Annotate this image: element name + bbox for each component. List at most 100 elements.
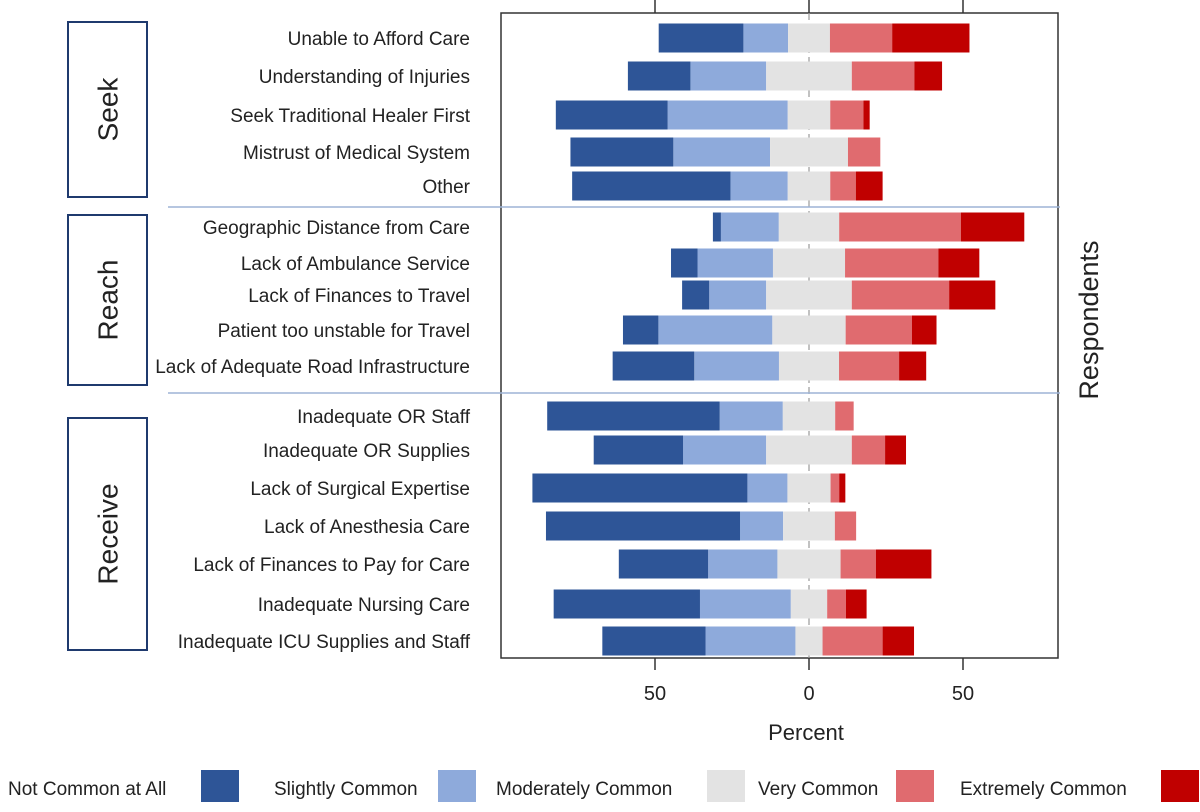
x-tick-label: 50 (644, 683, 666, 705)
bar-mistrust-of-medical-system-very-common (847, 137, 881, 167)
bar-inadequate-icu-supplies-and-staff-not-common-at-all (602, 626, 706, 656)
bar-other-not-common-at-all (572, 171, 731, 201)
bar-lack-of-ambulance-service-very-common (845, 248, 939, 278)
bar-lack-of-finances-to-travel-not-common-at-all (682, 280, 710, 310)
category-label: Unable to Afford Care (288, 29, 470, 50)
bar-patient-too-unstable-for-travel-very-common (845, 315, 912, 345)
legend-label-extremely-common: Extremely Common (960, 779, 1127, 800)
bar-other-moderately-common (787, 171, 831, 201)
bar-inadequate-nursing-care-very-common (827, 589, 846, 619)
bar-understanding-of-injuries-extremely-common (914, 61, 943, 91)
bar-mistrust-of-medical-system-not-common-at-all (570, 137, 674, 167)
group-label: Receive (93, 483, 124, 584)
bar-lack-of-adequate-road-infrastructure-very-common (839, 351, 900, 381)
bar-inadequate-or-supplies-slightly-common (683, 435, 767, 465)
bar-inadequate-or-staff-slightly-common (719, 401, 783, 431)
group-box-seek (67, 21, 148, 198)
group-label: Seek (93, 77, 124, 142)
category-label: Seek Traditional Healer First (230, 106, 470, 127)
bar-mistrust-of-medical-system-moderately-common (770, 137, 848, 167)
bar-geographic-distance-from-care-slightly-common (720, 212, 779, 242)
legend-swatch-very-common (896, 770, 934, 802)
bar-lack-of-finances-to-pay-for-care-extremely-common (875, 549, 932, 579)
bar-inadequate-icu-supplies-and-staff-moderately-common (795, 626, 823, 656)
bar-lack-of-finances-to-travel-very-common (851, 280, 950, 310)
bar-other-extremely-common (855, 171, 883, 201)
bar-lack-of-ambulance-service-moderately-common (772, 248, 846, 278)
bar-lack-of-surgical-expertise-moderately-common (787, 473, 831, 503)
bar-geographic-distance-from-care-extremely-common (960, 212, 1025, 242)
category-label: Understanding of Injuries (259, 67, 470, 88)
legend-swatch-moderately-common (707, 770, 745, 802)
bar-lack-of-anesthesia-care-slightly-common (740, 511, 784, 541)
bar-other-very-common (830, 171, 856, 201)
bar-inadequate-or-supplies-moderately-common (766, 435, 852, 465)
bar-lack-of-ambulance-service-slightly-common (697, 248, 773, 278)
legend-swatch-extremely-common (1161, 770, 1199, 802)
bar-inadequate-or-staff-not-common-at-all (547, 401, 720, 431)
bar-inadequate-or-staff-very-common (835, 401, 854, 431)
bar-other-slightly-common (730, 171, 788, 201)
bar-geographic-distance-from-care-not-common-at-all (712, 212, 721, 242)
category-label: Lack of Finances to Pay for Care (193, 555, 470, 576)
bar-inadequate-or-staff-moderately-common (782, 401, 836, 431)
category-label: Geographic Distance from Care (203, 218, 470, 239)
bar-lack-of-surgical-expertise-extremely-common (839, 473, 846, 503)
x-tick-label: 50 (952, 683, 974, 705)
legend-swatch-not-common-at-all (201, 770, 239, 802)
bar-lack-of-adequate-road-infrastructure-not-common-at-all (612, 351, 695, 381)
bar-inadequate-icu-supplies-and-staff-slightly-common (705, 626, 796, 656)
bar-understanding-of-injuries-slightly-common (690, 61, 767, 91)
bar-seek-traditional-healer-first-very-common (830, 100, 864, 130)
category-label: Inadequate Nursing Care (258, 595, 470, 616)
bar-lack-of-finances-to-pay-for-care-not-common-at-all (618, 549, 709, 579)
bar-patient-too-unstable-for-travel-slightly-common (658, 315, 773, 345)
bar-inadequate-nursing-care-moderately-common (790, 589, 828, 619)
bar-inadequate-or-supplies-not-common-at-all (593, 435, 684, 465)
category-label: Lack of Ambulance Service (241, 254, 470, 275)
bar-lack-of-anesthesia-care-very-common (834, 511, 857, 541)
legend-label-very-common: Very Common (758, 779, 878, 800)
bar-lack-of-finances-to-pay-for-care-slightly-common (708, 549, 778, 579)
plot-frame (500, 12, 1059, 659)
bar-lack-of-finances-to-travel-slightly-common (709, 280, 767, 310)
bar-understanding-of-injuries-not-common-at-all (627, 61, 691, 91)
bar-lack-of-ambulance-service-not-common-at-all (671, 248, 698, 278)
bar-geographic-distance-from-care-moderately-common (778, 212, 840, 242)
bars-layer (532, 23, 1025, 656)
bar-seek-traditional-healer-first-slightly-common (667, 100, 788, 130)
bar-lack-of-finances-to-travel-moderately-common (766, 280, 852, 310)
bar-lack-of-adequate-road-infrastructure-slightly-common (694, 351, 779, 381)
bar-understanding-of-injuries-moderately-common (766, 61, 852, 91)
category-label: Lack of Surgical Expertise (250, 479, 470, 500)
bar-lack-of-finances-to-pay-for-care-moderately-common (777, 549, 841, 579)
legend-label-slightly-common: Slightly Common (274, 779, 418, 800)
bar-lack-of-anesthesia-care-not-common-at-all (545, 511, 741, 541)
bar-mistrust-of-medical-system-slightly-common (673, 137, 771, 167)
legend: Not Common at All Slightly Common Moderate… (8, 770, 1199, 802)
legend-label-not-common-at-all: Not Common at All (8, 779, 166, 800)
bar-understanding-of-injuries-very-common (851, 61, 915, 91)
bar-inadequate-icu-supplies-and-staff-very-common (822, 626, 883, 656)
group-box-receive (67, 417, 148, 651)
category-label: Inadequate OR Supplies (263, 441, 470, 462)
bar-lack-of-finances-to-pay-for-care-very-common (840, 549, 876, 579)
group-label: Reach (93, 260, 124, 341)
bar-lack-of-adequate-road-infrastructure-extremely-common (899, 351, 927, 381)
category-label: Other (422, 177, 470, 198)
group-box-reach (67, 214, 148, 386)
bar-unable-to-afford-care-moderately-common (788, 23, 830, 53)
bar-lack-of-ambulance-service-extremely-common (938, 248, 980, 278)
bar-lack-of-adequate-road-infrastructure-moderately-common (778, 351, 840, 381)
bar-patient-too-unstable-for-travel-not-common-at-all (622, 315, 659, 345)
bar-inadequate-or-supplies-very-common (851, 435, 886, 465)
bar-unable-to-afford-care-extremely-common (892, 23, 970, 53)
category-label: Inadequate ICU Supplies and Staff (178, 632, 471, 653)
bar-seek-traditional-healer-first-not-common-at-all (555, 100, 668, 130)
bar-lack-of-finances-to-travel-extremely-common (949, 280, 996, 310)
category-label: Lack of Adequate Road Infrastructure (155, 357, 470, 378)
category-label: Inadequate OR Staff (297, 407, 471, 428)
bar-lack-of-surgical-expertise-not-common-at-all (532, 473, 748, 503)
